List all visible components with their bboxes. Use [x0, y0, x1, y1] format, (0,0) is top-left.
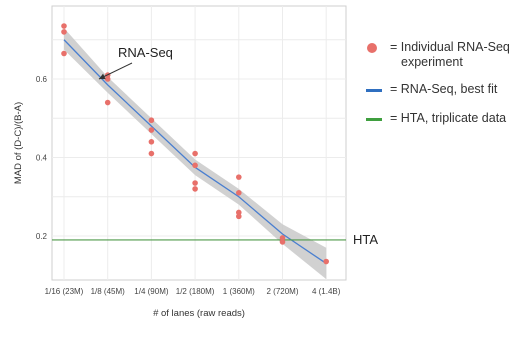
- legend-label-best-fit: = RNA-Seq, best fit: [390, 82, 498, 96]
- y-tick-label-0: 0.2: [36, 232, 48, 241]
- legend: = Individual RNA-Seq experiment = RNA-Se…: [366, 40, 531, 140]
- data-point-8: [148, 139, 155, 145]
- rna-seq-arrow: [98, 62, 133, 80]
- data-point-4: [104, 76, 111, 82]
- data-point-5: [104, 99, 111, 106]
- confidence-band: [64, 27, 327, 280]
- x-tick-labels: 1/16 (23M) 1/8 (45M) 1/4 (90M) 1/2 (180M) 1 …: [45, 287, 341, 296]
- y-tick-label-1: 0.4: [36, 154, 48, 163]
- legend-item-hta: = HTA, triplicate data: [366, 111, 531, 126]
- x-tick-label-2: 1/4 (90M): [134, 287, 169, 296]
- x-tick-label-6: 4 (1.4B): [312, 287, 341, 296]
- data-point-10: [192, 150, 198, 157]
- data-point-9: [148, 150, 155, 157]
- red-dot-icon: [367, 43, 377, 53]
- legend-item-best-fit: = RNA-Seq, best fit: [366, 82, 531, 97]
- y-tick-labels: 0.2 0.4 0.6: [36, 75, 48, 241]
- x-tick-label-1: 1/8 (45M): [91, 287, 126, 296]
- data-point-1: [61, 29, 67, 35]
- y-axis-title: MAD of (D-C)/(B-A): [13, 102, 24, 184]
- data-point-17: [236, 213, 242, 220]
- data-point-19: [279, 239, 286, 245]
- x-tick-label-3: 1/2 (180M): [176, 287, 215, 296]
- x-tick-label-5: 2 (720M): [266, 287, 298, 296]
- data-point-14: [236, 174, 242, 180]
- data-point-7: [148, 127, 155, 133]
- x-tick-label-0: 1/16 (23M): [45, 287, 84, 296]
- rna-seq-annotation: RNA-Seq: [118, 45, 173, 60]
- data-point-13: [192, 186, 198, 192]
- data-point-11: [192, 162, 198, 169]
- data-point-6: [148, 117, 155, 124]
- hta-annotation: HTA: [353, 232, 378, 247]
- green-line-icon: [366, 118, 382, 121]
- legend-item-individual: = Individual RNA-Seq experiment: [366, 40, 531, 70]
- data-point-15: [236, 190, 242, 196]
- data-points: [61, 23, 330, 265]
- data-point-12: [192, 180, 198, 186]
- x-axis-title: # of lanes (raw reads): [153, 308, 245, 319]
- data-point-0: [61, 23, 67, 29]
- legend-label-individual-line2: experiment: [401, 55, 463, 69]
- legend-label-individual-line1: = Individual RNA-Seq: [390, 40, 510, 54]
- rna-seq-arrowhead: [98, 73, 106, 80]
- data-point-20: [323, 258, 330, 265]
- data-point-2: [61, 50, 67, 57]
- blue-line-icon: [366, 89, 382, 92]
- x-tick-label-4: 1 (360M): [223, 287, 255, 296]
- data-point-16: [236, 209, 242, 216]
- legend-label-hta: = HTA, triplicate data: [390, 111, 507, 125]
- data-point-18: [279, 235, 286, 241]
- y-tick-label-2: 0.6: [36, 75, 48, 84]
